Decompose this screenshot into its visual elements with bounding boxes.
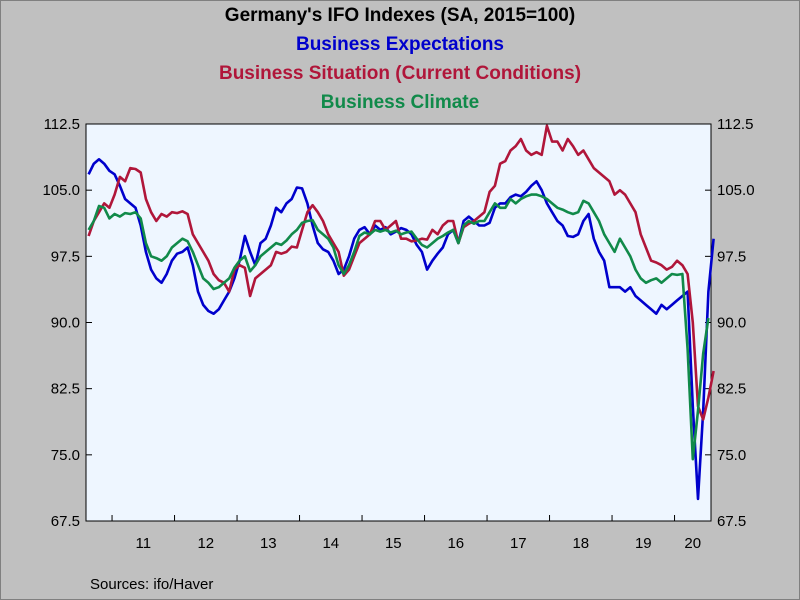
y-tick-label-right: 112.5 [717, 116, 753, 133]
y-tick-label-left: 67.5 [51, 513, 80, 530]
y-tick-label-left: 112.5 [44, 116, 80, 133]
y-tick-label-left: 105.0 [42, 182, 80, 199]
y-tick-label-right: 67.5 [717, 513, 746, 530]
y-tick-label-left: 82.5 [51, 381, 80, 398]
x-tick-label: 15 [385, 535, 402, 552]
plot-area [85, 123, 712, 522]
chart-title: Germany's IFO Indexes (SA, 2015=100) [224, 5, 576, 26]
y-tick-label-right: 105.0 [717, 182, 755, 199]
x-tick-label: 17 [510, 535, 527, 552]
source-note: Sources: ifo/Haver [90, 576, 214, 593]
x-tick-label: 19 [635, 535, 652, 552]
y-tick-label-right: 82.5 [717, 381, 746, 398]
x-tick-label: 20 [684, 535, 701, 552]
legend-business-expectations: Business Expectations [295, 34, 505, 55]
y-tick-label-left: 75.0 [51, 447, 80, 464]
x-tick-label: 11 [136, 535, 152, 552]
business-expectations-line [87, 158, 715, 501]
business-situation-current-conditions-line [87, 124, 715, 421]
x-tick-label: 13 [260, 535, 277, 552]
y-tick-label-right: 75.0 [717, 447, 746, 464]
y-tick-label-left: 97.5 [51, 248, 80, 265]
legend-business-situation: Business Situation (Current Conditions) [218, 63, 582, 84]
x-tick-label: 16 [447, 535, 464, 552]
x-tick-label: 12 [197, 535, 214, 552]
legend-business-climate: Business Climate [320, 92, 480, 113]
x-tick-label: 14 [322, 535, 339, 552]
y-tick-label-right: 90.0 [717, 315, 746, 332]
y-tick-label-left: 90.0 [51, 315, 80, 332]
y-tick-label-right: 97.5 [717, 248, 746, 265]
x-tick-label: 18 [572, 535, 589, 552]
business-climate-line [87, 193, 710, 461]
